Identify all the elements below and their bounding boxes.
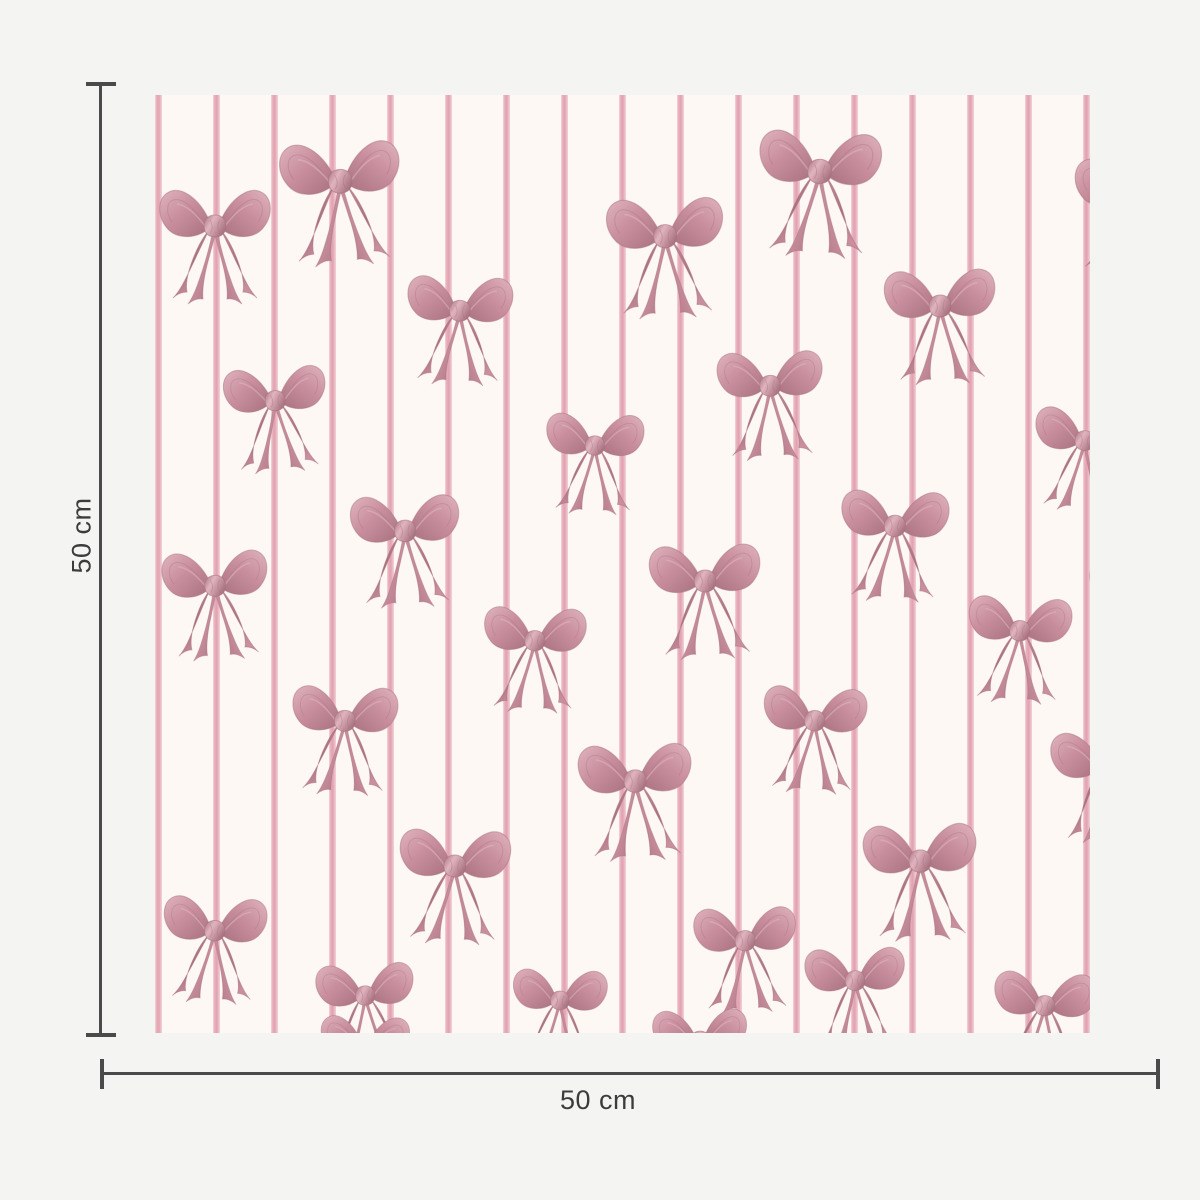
bow-motif: [399, 265, 518, 411]
wallpaper-swatch-panel[interactable]: [155, 95, 1090, 1033]
width-dimension-line: [100, 1072, 1160, 1075]
height-dimension-top-cap: [86, 82, 116, 86]
bow-motif: [476, 596, 591, 738]
bow-motif: [506, 960, 612, 1033]
vertical-stripe: [271, 95, 278, 1033]
height-dimension-bottom-cap: [86, 1033, 116, 1037]
bow-motif: [1085, 547, 1090, 686]
vertical-stripe: [503, 95, 510, 1033]
width-dimension-right-cap: [1156, 1059, 1160, 1089]
bow-motif: [857, 812, 985, 969]
bow-motif: [648, 1000, 754, 1033]
bow-motif: [688, 896, 803, 1033]
vertical-stripe: [445, 95, 452, 1033]
bow-motif: [800, 937, 913, 1033]
vertical-stripe: [793, 95, 800, 1033]
bow-motif: [748, 117, 888, 289]
height-dimension-label: 50 cm: [66, 497, 97, 574]
bow-motif: [391, 818, 516, 972]
vertical-stripe: [329, 95, 336, 1033]
bow-motif: [314, 1007, 414, 1033]
bow-motif: [345, 484, 468, 635]
bow-motif: [217, 355, 337, 500]
bow-pattern-layer: [155, 95, 1090, 1033]
bow-motif: [879, 258, 1004, 412]
vertical-stripe: [387, 95, 394, 1033]
bow-motif: [712, 340, 831, 486]
bow-motif: [155, 885, 273, 1030]
bow-motif: [754, 675, 873, 820]
vertical-stripe: [561, 95, 568, 1033]
bow-motif: [1066, 148, 1090, 302]
bow-motif: [539, 403, 649, 539]
bow-motif: [833, 479, 954, 628]
vertical-stripe: [1025, 95, 1032, 1033]
vertical-stripe: [967, 95, 974, 1033]
bow-motif: [1045, 718, 1090, 869]
bow-motif: [284, 675, 403, 821]
vertical-stripe: [851, 95, 858, 1033]
vertical-stripe: [909, 95, 916, 1033]
width-dimension-label: 50 cm: [560, 1085, 637, 1115]
vertical-stripe: [213, 95, 220, 1033]
height-dimension-line: [99, 82, 102, 1037]
bow-motif: [600, 186, 731, 348]
bow-motif: [572, 732, 700, 889]
bow-motif: [156, 539, 277, 687]
bow-motif: [985, 961, 1090, 1033]
bow-motif: [644, 533, 769, 687]
bow-motif: [1026, 396, 1090, 536]
bow-motif: [273, 128, 411, 297]
bow-motif: [959, 585, 1078, 730]
vertical-stripe: [155, 95, 162, 1033]
vertical-stripe: [1083, 95, 1090, 1033]
bow-motif: [155, 180, 275, 330]
vertical-stripe: [619, 95, 626, 1033]
width-dimension-left-cap: [100, 1059, 104, 1089]
